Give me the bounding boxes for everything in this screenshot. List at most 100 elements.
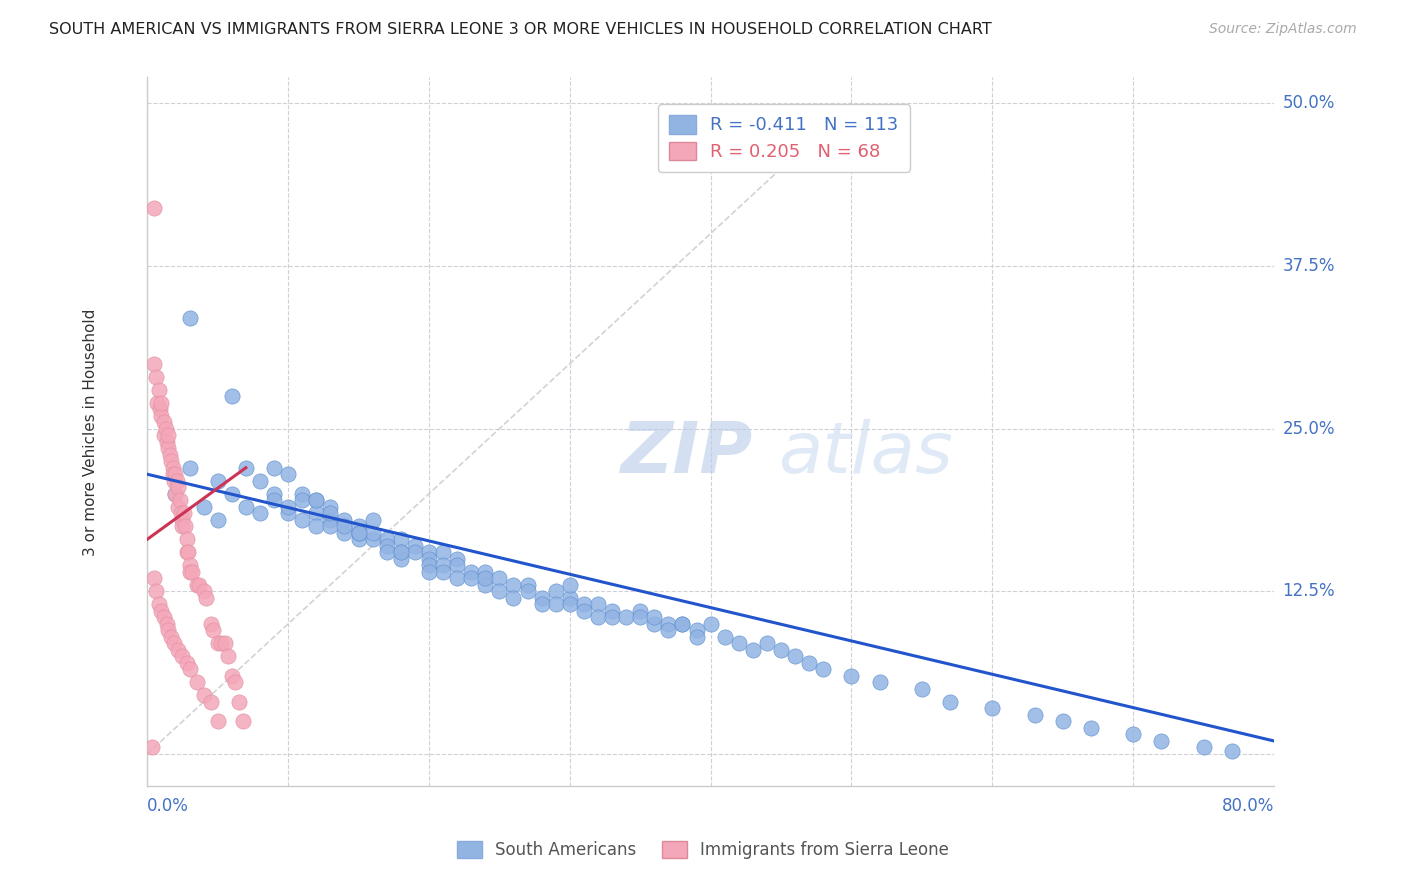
Text: 37.5%: 37.5%	[1282, 257, 1334, 275]
Point	[157, 624, 180, 638]
Point	[586, 598, 609, 612]
Point	[157, 428, 180, 442]
Point	[165, 487, 187, 501]
Point	[389, 545, 412, 559]
Point	[160, 630, 183, 644]
Text: atlas: atlas	[779, 418, 953, 488]
Point	[488, 571, 510, 585]
Point	[165, 467, 187, 482]
Point	[516, 584, 538, 599]
Point	[474, 571, 496, 585]
Point	[176, 545, 198, 559]
Point	[770, 643, 793, 657]
Point	[277, 506, 299, 520]
Point	[249, 506, 271, 520]
Point	[179, 565, 201, 579]
Text: SOUTH AMERICAN VS IMMIGRANTS FROM SIERRA LEONE 3 OR MORE VEHICLES IN HOUSEHOLD C: SOUTH AMERICAN VS IMMIGRANTS FROM SIERRA…	[49, 22, 993, 37]
Point	[1080, 721, 1102, 735]
Point	[263, 460, 285, 475]
Point	[207, 714, 229, 729]
Point	[141, 740, 163, 755]
Point	[460, 571, 482, 585]
Point	[502, 578, 524, 592]
Point	[474, 578, 496, 592]
Point	[177, 545, 200, 559]
Point	[150, 409, 173, 423]
Point	[785, 649, 807, 664]
Point	[488, 584, 510, 599]
Point	[404, 545, 426, 559]
Text: 3 or more Vehicles in Household: 3 or more Vehicles in Household	[83, 309, 98, 556]
Text: 25.0%: 25.0%	[1282, 420, 1334, 438]
Point	[643, 610, 665, 624]
Point	[193, 500, 215, 514]
Point	[460, 565, 482, 579]
Point	[516, 578, 538, 592]
Point	[193, 584, 215, 599]
Point	[148, 383, 170, 397]
Point	[614, 610, 637, 624]
Point	[375, 545, 398, 559]
Point	[160, 454, 183, 468]
Point	[558, 591, 581, 605]
Point	[235, 500, 257, 514]
Point	[165, 487, 187, 501]
Point	[305, 519, 328, 533]
Point	[214, 636, 236, 650]
Point	[163, 636, 186, 650]
Point	[149, 402, 172, 417]
Point	[1192, 740, 1215, 755]
Point	[319, 519, 342, 533]
Point	[207, 513, 229, 527]
Point	[155, 422, 177, 436]
Point	[755, 636, 778, 650]
Point	[277, 500, 299, 514]
Point	[162, 467, 184, 482]
Point	[162, 460, 184, 475]
Point	[446, 558, 468, 573]
Point	[148, 598, 170, 612]
Point	[939, 695, 962, 709]
Point	[305, 493, 328, 508]
Point	[685, 624, 707, 638]
Point	[530, 598, 553, 612]
Point	[186, 675, 208, 690]
Point	[418, 565, 440, 579]
Point	[145, 584, 167, 599]
Point	[572, 604, 595, 618]
Point	[432, 565, 454, 579]
Legend: R = -0.411   N = 113, R = 0.205   N = 68: R = -0.411 N = 113, R = 0.205 N = 68	[658, 104, 910, 172]
Point	[221, 389, 243, 403]
Point	[179, 460, 201, 475]
Point	[172, 513, 194, 527]
Point	[143, 357, 166, 371]
Point	[159, 448, 181, 462]
Point	[156, 434, 179, 449]
Point	[143, 571, 166, 585]
Point	[167, 480, 190, 494]
Point	[291, 487, 314, 501]
Point	[1220, 744, 1243, 758]
Point	[179, 558, 201, 573]
Point	[375, 533, 398, 547]
Point	[333, 513, 356, 527]
Point	[671, 616, 693, 631]
Point	[249, 474, 271, 488]
Point	[179, 311, 201, 326]
Point	[235, 460, 257, 475]
Point	[291, 493, 314, 508]
Point	[207, 474, 229, 488]
Point	[586, 610, 609, 624]
Point	[153, 610, 176, 624]
Point	[474, 565, 496, 579]
Point	[628, 604, 651, 618]
Point	[157, 441, 180, 455]
Point	[200, 695, 222, 709]
Point	[195, 591, 218, 605]
Point	[981, 701, 1004, 715]
Text: 12.5%: 12.5%	[1282, 582, 1336, 600]
Point	[347, 533, 370, 547]
Point	[163, 474, 186, 488]
Point	[600, 610, 623, 624]
Point	[319, 506, 342, 520]
